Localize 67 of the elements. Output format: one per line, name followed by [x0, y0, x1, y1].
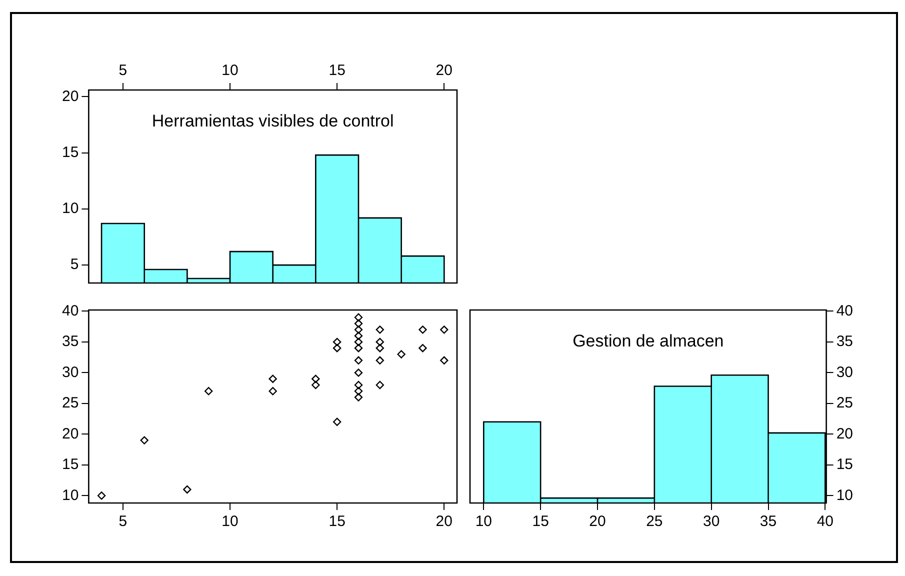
- y-tick-label: 30: [62, 364, 79, 381]
- text: Gestion de almacen: [572, 332, 724, 351]
- point: [376, 380, 384, 390]
- y-tick-label: 40: [836, 302, 854, 320]
- point: [440, 356, 448, 364]
- point: [354, 380, 363, 390]
- point: [354, 356, 363, 364]
- point: [183, 485, 192, 494]
- point: [312, 380, 320, 390]
- y-tick-label: 15: [62, 144, 79, 161]
- point: [397, 350, 406, 358]
- point: [418, 326, 427, 334]
- y-tick-label: 25: [836, 394, 854, 412]
- x-tick-label: 20: [436, 62, 452, 80]
- y-tick-label: 20: [62, 425, 79, 442]
- text: Herramientas visibles de control: [152, 112, 394, 131]
- x-tick-label: 10: [475, 513, 492, 530]
- y-tick-label: 30: [836, 364, 854, 381]
- y-tick-label: 35: [62, 333, 79, 350]
- point: [354, 313, 363, 322]
- point: [354, 387, 363, 396]
- point: [268, 387, 277, 396]
- point: [376, 356, 384, 364]
- point: [332, 344, 342, 352]
- x-tick-label: 15: [328, 62, 346, 80]
- x-tick-label: 20: [589, 513, 606, 530]
- y-tick-label: 10: [62, 200, 79, 218]
- point: [354, 368, 363, 377]
- point: [312, 374, 320, 383]
- x-tick-label: 5: [118, 513, 128, 530]
- x-tick-label: 20: [436, 513, 452, 530]
- point: [376, 344, 384, 352]
- point: [332, 418, 342, 426]
- y-tick-label: 40: [62, 302, 79, 320]
- x-tick-label: 5: [118, 62, 128, 80]
- point: [204, 387, 213, 396]
- y-tick-label: 15: [62, 456, 79, 474]
- point: [376, 326, 384, 334]
- point: [354, 326, 363, 334]
- y-tick-label: 10: [62, 486, 79, 504]
- x-tick-label: 10: [222, 62, 238, 80]
- y-tick-label: 35: [836, 333, 854, 350]
- point: [418, 344, 427, 352]
- x-tick-label: 15: [532, 513, 549, 530]
- y-tick-label: 20: [836, 425, 854, 442]
- point: [354, 338, 363, 346]
- point: [354, 319, 363, 328]
- point: [376, 338, 384, 346]
- y-tick-label: 25: [62, 394, 79, 412]
- x-tick-label: 30: [702, 513, 720, 530]
- point: [332, 338, 342, 346]
- y-tick-label: 10: [836, 486, 854, 504]
- x-tick-label: 35: [760, 513, 777, 530]
- x-tick-label: 10: [222, 513, 238, 530]
- y-tick-label: 5: [70, 256, 79, 274]
- y-tick-label: 15: [836, 456, 854, 474]
- x-tick-label: 15: [328, 513, 346, 530]
- x-tick-label: 25: [646, 513, 663, 530]
- x-tick-label: 40: [816, 513, 834, 530]
- point: [354, 344, 363, 352]
- point: [354, 332, 363, 340]
- point: [354, 393, 363, 402]
- y-tick-label: 20: [62, 88, 79, 105]
- point: [268, 374, 277, 383]
- point: [440, 326, 448, 334]
- point: [97, 492, 106, 500]
- point: [140, 436, 148, 444]
